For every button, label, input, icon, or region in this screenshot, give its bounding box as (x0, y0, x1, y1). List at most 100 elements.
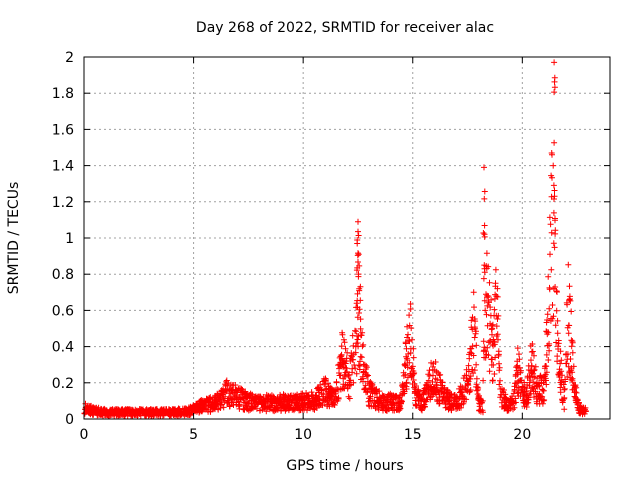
data-point (433, 382, 440, 389)
data-point (355, 273, 362, 280)
data-point (546, 347, 553, 354)
data-point (558, 357, 565, 364)
data-point (357, 358, 363, 365)
data-point (553, 307, 560, 314)
data-point (550, 313, 557, 320)
data-point (486, 279, 493, 286)
data-point (466, 355, 473, 362)
data-point (545, 273, 552, 280)
data-point (569, 375, 576, 382)
data-point (496, 364, 503, 371)
data-point (555, 337, 562, 344)
data-point (495, 348, 502, 355)
data-point (526, 392, 533, 398)
y-tick-label: 0.8 (52, 267, 74, 283)
data-point (342, 345, 349, 352)
data-point (569, 369, 576, 376)
data-point (485, 293, 492, 300)
data-point (367, 393, 374, 400)
data-point (274, 405, 281, 412)
data-point (561, 386, 568, 393)
data-point (563, 360, 570, 367)
data-point (547, 251, 553, 258)
data-point (408, 325, 415, 332)
data-point (465, 362, 472, 369)
data-point (325, 380, 331, 387)
data-point (558, 368, 565, 375)
data-point (527, 377, 534, 384)
data-point (463, 396, 470, 403)
data-point (439, 379, 446, 386)
data-point (413, 383, 419, 389)
data-point (481, 188, 488, 195)
data-point (572, 389, 579, 395)
data-point (491, 339, 498, 346)
y-tick-label: 0 (65, 412, 74, 428)
data-point (516, 351, 522, 358)
data-point (353, 328, 360, 335)
data-point (226, 403, 233, 410)
data-point (480, 230, 487, 236)
data-point (404, 323, 411, 330)
data-point (323, 377, 329, 383)
data-point (567, 356, 574, 362)
data-point (345, 372, 352, 379)
data-point (568, 337, 575, 344)
data-point (484, 302, 491, 309)
data-point (568, 308, 575, 315)
data-point (481, 164, 487, 171)
data-point (567, 297, 574, 304)
data-point (480, 377, 487, 384)
x-tick-label: 15 (404, 427, 422, 443)
data-point (564, 351, 571, 358)
data-point (545, 329, 552, 336)
data-point (357, 283, 364, 290)
data-point (346, 382, 353, 389)
data-point (549, 151, 555, 158)
y-tick-label: 1.6 (52, 122, 74, 138)
data-point (546, 340, 553, 347)
data-point (473, 328, 479, 335)
data-point (482, 307, 489, 314)
data-point (488, 296, 495, 303)
data-point (551, 89, 558, 96)
data-point (350, 379, 357, 386)
data-point (224, 383, 231, 389)
grid-lines (84, 57, 610, 419)
data-point (277, 393, 284, 400)
data-point (565, 261, 572, 268)
data-point (492, 266, 499, 273)
data-point (531, 366, 538, 373)
data-point (346, 395, 353, 402)
data-point (220, 404, 227, 411)
data-point (570, 363, 577, 370)
data-point (494, 285, 501, 292)
data-point (582, 408, 589, 415)
data-point (421, 403, 428, 410)
data-point (554, 317, 561, 324)
chart-title: Day 268 of 2022, SRMTID for receiver ala… (196, 20, 494, 36)
data-point (565, 330, 572, 337)
data-point (545, 357, 552, 363)
data-point (353, 370, 360, 377)
data-point (551, 139, 558, 146)
data-point (552, 230, 559, 237)
data-point (516, 356, 523, 363)
data-point (403, 379, 410, 386)
data-point (490, 361, 497, 368)
data-point (546, 305, 553, 312)
data-point (549, 174, 555, 181)
data-point (482, 348, 489, 355)
x-tick-label: 5 (189, 427, 198, 443)
x-tick-label: 20 (513, 427, 531, 443)
data-point (489, 377, 496, 384)
data-point (514, 390, 521, 397)
data-point (431, 385, 438, 392)
data-point (569, 349, 576, 356)
data-point (546, 214, 553, 221)
data-point (560, 381, 567, 388)
data-point (494, 331, 501, 338)
data-point (355, 259, 361, 265)
data-point (557, 360, 564, 367)
